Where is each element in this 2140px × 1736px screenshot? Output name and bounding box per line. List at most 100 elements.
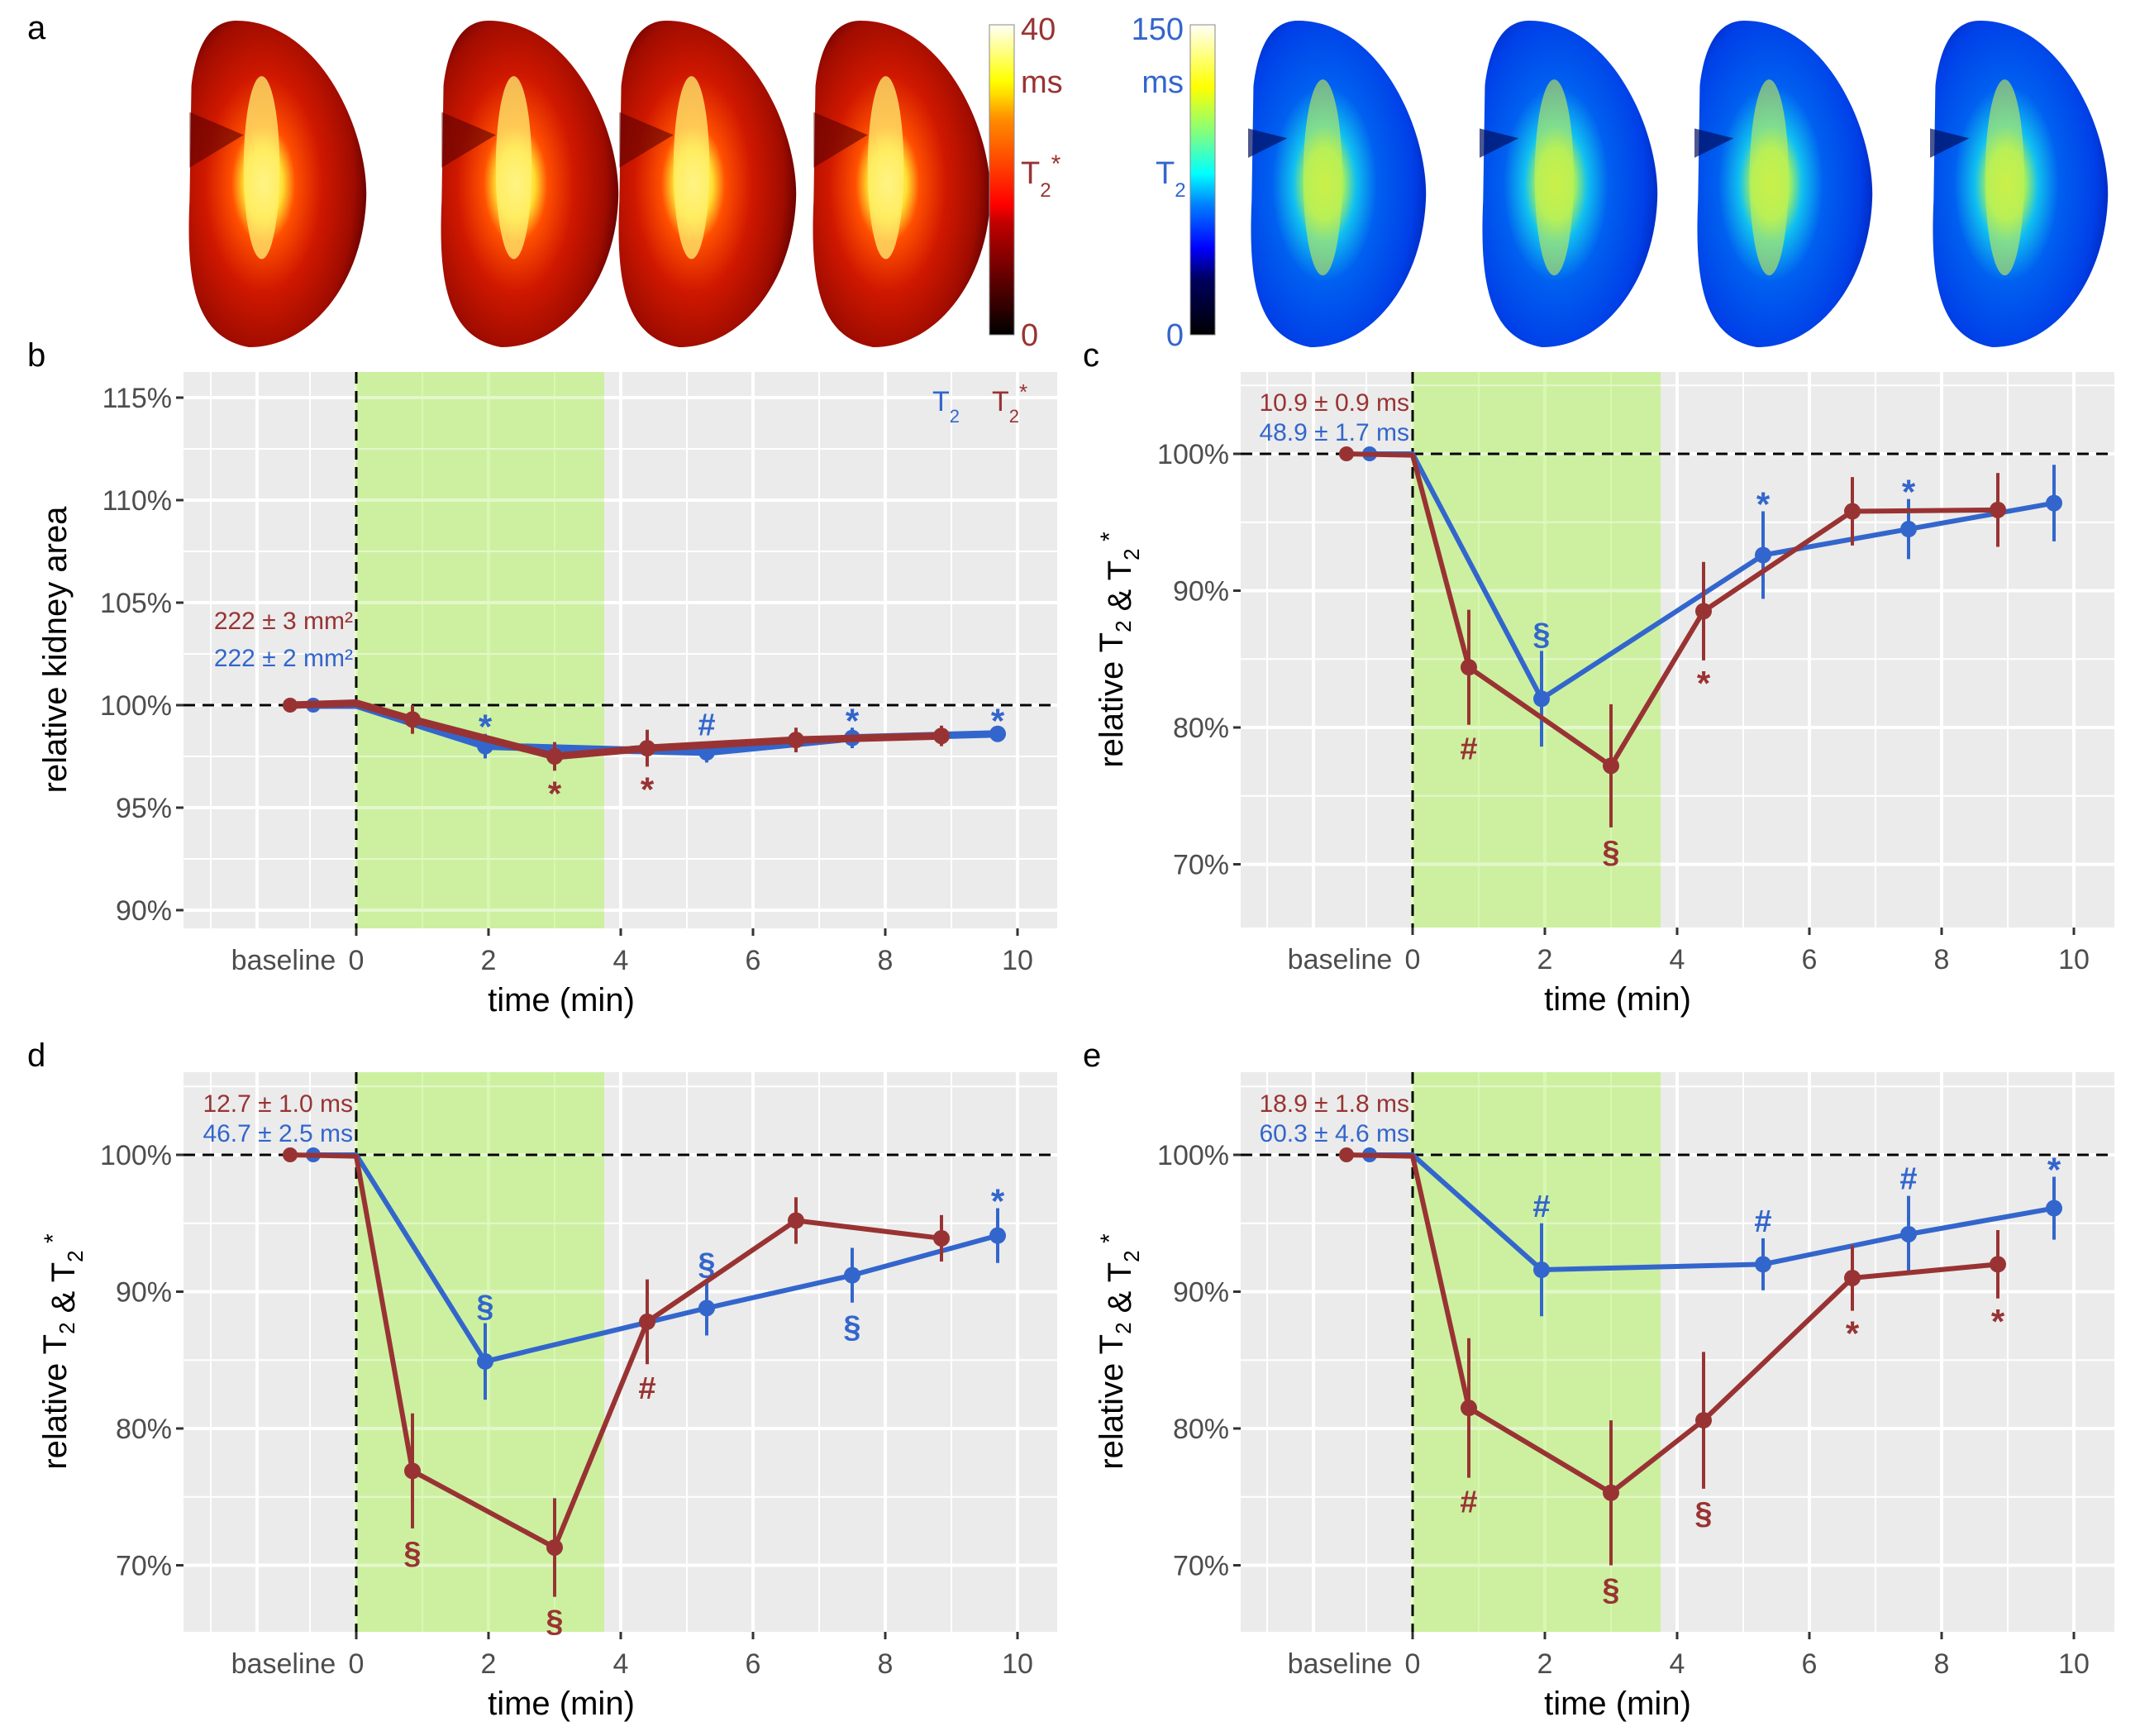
y-title-sup: *: [1096, 532, 1123, 548]
legend-t2: T2: [932, 386, 960, 427]
significance-mark: *: [548, 774, 562, 813]
y-tick-label: 110%: [102, 485, 172, 517]
y-title-T: T: [37, 1334, 74, 1354]
significance-mark: *: [1756, 485, 1771, 524]
y-tick-label: 70%: [1173, 850, 1229, 881]
y-axis: 70% 80% 90% 100%: [1157, 439, 1241, 881]
data-point: [1533, 690, 1550, 708]
x-tick-label: 2: [1537, 1648, 1553, 1680]
x-tick-label: 0: [349, 945, 365, 976]
x-tick-label: 6: [1802, 944, 1818, 975]
panel-label-a: a: [27, 10, 46, 46]
annotation-t2: 46.7 ± 2.5 ms: [203, 1120, 353, 1147]
y-title-text: relative: [37, 1354, 74, 1469]
t2-colorbar-min: 0: [1166, 318, 1184, 353]
t2star-colorbar-min: 0: [1021, 318, 1038, 353]
data-point: [1990, 501, 2006, 518]
x-tick-label-baseline: baseline: [231, 945, 336, 976]
x-axis-title: time (min): [488, 1686, 635, 1722]
data-point: [933, 1229, 950, 1247]
significance-mark: §: [1532, 617, 1550, 651]
data-point: [546, 748, 563, 765]
t2star-medulla: [673, 76, 710, 260]
y-title-text: &: [45, 1282, 82, 1322]
significance-mark: *: [1697, 664, 1711, 703]
data-point: [546, 1538, 563, 1556]
y-tick-label: 95%: [116, 793, 172, 824]
x-tick-label: 0: [1405, 944, 1421, 975]
panel-d-relaxation-chart: 70% 80% 90% 100% 0 2 4 6 8 10 baseline time (min) re…: [37, 1072, 1057, 1722]
t2star-hilum: [189, 112, 244, 168]
y-title-T: T: [1094, 1334, 1130, 1354]
y-tick-label: 90%: [116, 1277, 172, 1309]
y-title-sub: 2: [1111, 1322, 1136, 1333]
panel-e-relaxation-chart: 70% 80% 90% 100% 0 2 4 6 8 10 baseline time (min) re…: [1094, 1072, 2114, 1722]
x-axis-title: time (min): [1544, 1686, 1691, 1722]
data-point: [404, 1462, 421, 1480]
x-tick-label-baseline: baseline: [1288, 944, 1393, 975]
x-tick-label: 10: [2058, 944, 2090, 975]
annotation-t2: 222 ± 2 mm²: [214, 645, 353, 672]
x-tick-label-baseline: baseline: [231, 1648, 336, 1680]
t2star-symbol-sub: 2: [1040, 179, 1051, 202]
t2-symbol-sub: 2: [1175, 179, 1185, 202]
significance-mark: §: [476, 1290, 493, 1324]
annotation-t2star: 12.7 ± 1.0 ms: [203, 1090, 353, 1118]
t2star-colorbar-symbol: T2*: [1021, 150, 1061, 202]
x-tick-label: 6: [1802, 1648, 1818, 1680]
y-title-T: T: [1102, 560, 1138, 580]
significance-mark: *: [1902, 473, 1916, 512]
data-point: [404, 711, 421, 728]
data-point: [989, 725, 1006, 742]
y-tick-label: 100%: [100, 690, 172, 722]
significance-mark: *: [1991, 1302, 2005, 1341]
data-point: [1695, 603, 1712, 620]
data-point: [844, 1266, 860, 1284]
x-tick-label: 2: [481, 1648, 497, 1680]
t2-maps: [1248, 21, 2109, 347]
t2-hilum: [1248, 128, 1288, 158]
y-title-T: T: [1102, 1262, 1138, 1282]
y-title-sub: 2: [1111, 620, 1136, 632]
panel-label-b: b: [27, 337, 46, 374]
horizontal-gridlines: [183, 1085, 1057, 1567]
significance-mark: *: [991, 701, 1005, 740]
data-point: [477, 1352, 493, 1370]
significance-mark: *: [1846, 1314, 1860, 1353]
data-point: [1603, 1484, 1619, 1501]
series-t2star: § § #: [283, 1147, 950, 1639]
x-tick-label: 6: [746, 945, 761, 976]
significance-mark: #: [1754, 1204, 1771, 1239]
annotation-t2star: 10.9 ± 0.9 ms: [1259, 389, 1409, 417]
t2-colorbar-max: 150: [1132, 12, 1184, 47]
t2-medulla: [1985, 79, 2024, 276]
t2star-medulla: [867, 76, 904, 260]
data-point: [788, 1212, 804, 1229]
data-point: [1900, 521, 1917, 538]
t2star-medulla: [243, 76, 280, 260]
t2star-colorbar-max: 40: [1021, 12, 1056, 47]
x-tick-label: 8: [878, 945, 894, 976]
t2star-medulla: [495, 76, 532, 260]
data-point: [1461, 659, 1477, 676]
t2star-maps: [188, 21, 991, 347]
data-point-baseline: [283, 698, 298, 713]
data-point: [639, 740, 655, 757]
y-title-sub: 2: [63, 1250, 88, 1261]
y-title-sup: *: [1096, 1233, 1123, 1250]
data-point: [1844, 1269, 1861, 1286]
y-axis: 70% 80% 90% 100%: [1157, 1140, 1241, 1582]
t2-colorbar-unit: ms: [1141, 65, 1184, 100]
y-tick-label: 80%: [1173, 1414, 1229, 1445]
y-tick-label: 70%: [116, 1551, 172, 1582]
t2star-symbol-sup: *: [1051, 150, 1061, 178]
y-title-sub: 2: [1119, 548, 1144, 560]
legend-t2star-sub: 2: [1009, 406, 1019, 427]
y-title-text: &: [1102, 1282, 1138, 1322]
x-axis-title: time (min): [1544, 981, 1691, 1018]
series-t2star: * *: [283, 698, 950, 813]
t2star-colorbar: 40 ms T2* 0: [989, 12, 1063, 353]
y-title-sub: 2: [55, 1322, 79, 1333]
